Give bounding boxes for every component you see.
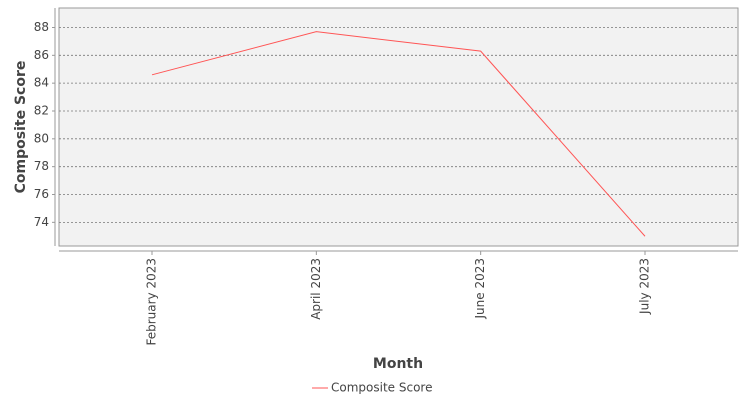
y-tick-label: 84 [34, 76, 49, 90]
x-tick-label: June 2023 [473, 258, 487, 320]
data-line [151, 31, 646, 237]
x-tick-label: February 2023 [145, 258, 159, 346]
x-axis-title: Month [373, 356, 423, 372]
y-tick-label: 78 [34, 159, 49, 173]
y-tick-label: 80 [34, 131, 49, 145]
x-tick-label: July 2023 [638, 258, 652, 315]
y-tick-label: 82 [34, 103, 49, 117]
plot-area [58, 7, 739, 247]
y-tick-label: 88 [34, 20, 49, 34]
y-axis-title: Composite Score [13, 61, 29, 194]
x-tick-label: April 2023 [309, 258, 323, 320]
y-tick-label: 76 [34, 187, 49, 201]
y-tick-label: 74 [34, 215, 49, 229]
legend-label: Composite Score [331, 381, 432, 395]
y-tick-label: 86 [34, 48, 49, 62]
